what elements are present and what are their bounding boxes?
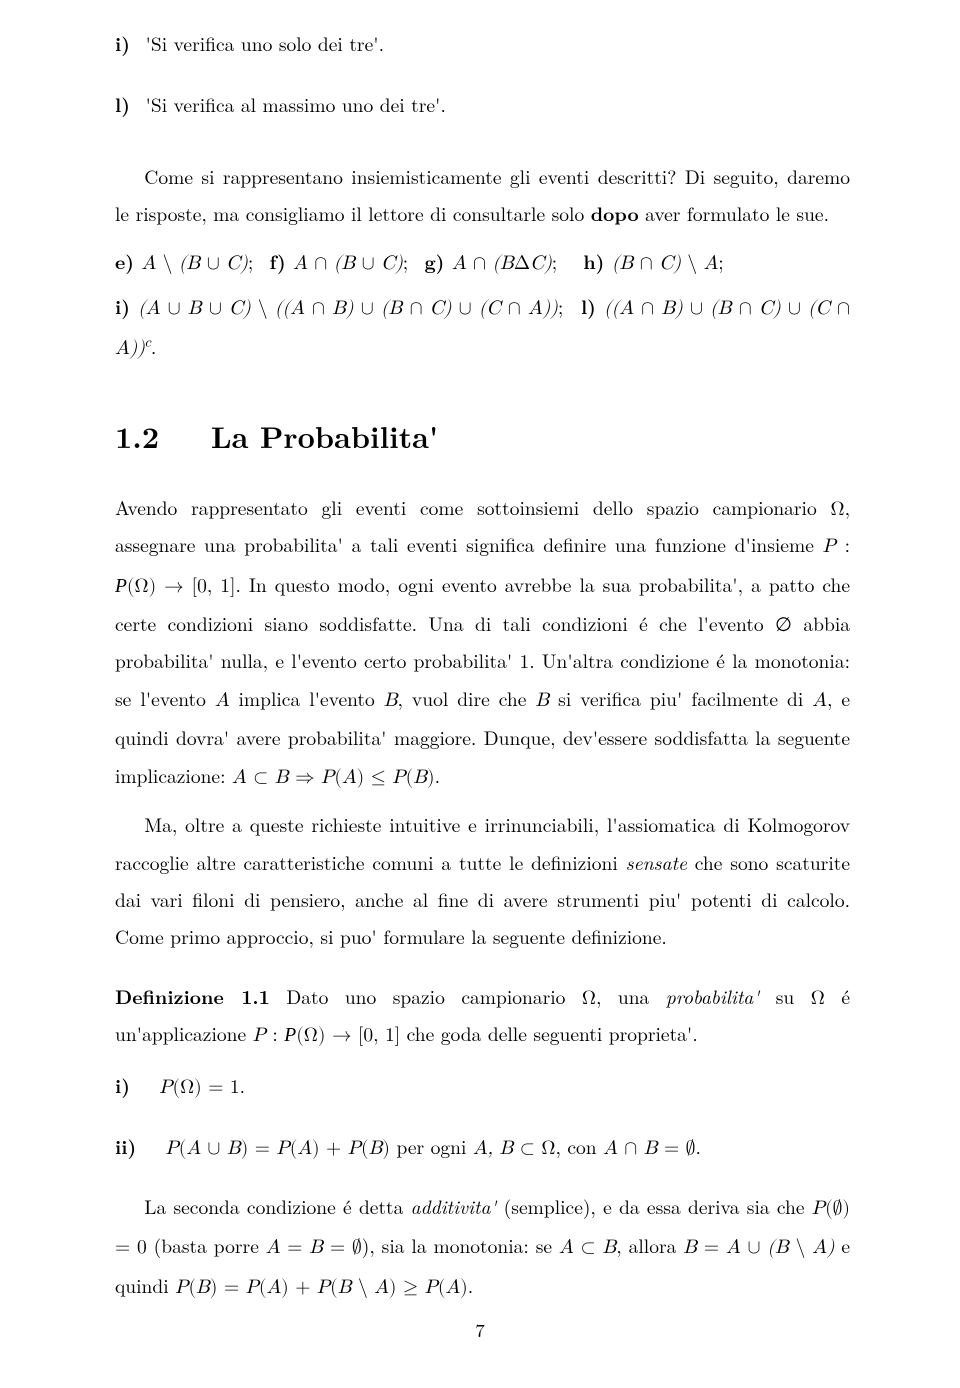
- closing-e: , allora: [616, 1231, 683, 1259]
- solution-line-2: i) (A ∪ B ∪ C) \ ((A ∩ B) ∪ (B ∩ C) ∪ (C…: [115, 288, 850, 367]
- def-math: P : P(Ω) → [0, 1]: [253, 1025, 401, 1045]
- closing-math2: A = B = ∅: [266, 1237, 362, 1257]
- body1a: Avendo rappresentato gli eventi come sot…: [115, 493, 850, 558]
- property-i: i) P(Ω) = 1.: [115, 1067, 850, 1106]
- body-paragraph-1: Avendo rappresentato gli eventi come sot…: [115, 489, 850, 797]
- intro-paragraph: Come si rappresentano insiemisticamente …: [115, 158, 850, 233]
- sol-i-math: (A ∪ B ∪ C) \ ((A ∩ B) ∪ (B ∩ C) ∪ (C ∩ …: [138, 298, 558, 318]
- prop-ii-tail: per ogni: [390, 1132, 473, 1160]
- prop-ii-tail2: , con: [555, 1132, 603, 1160]
- closing-emph: additivita': [411, 1192, 497, 1220]
- math-A1: A: [215, 690, 230, 710]
- sol-l-label: l): [581, 292, 604, 320]
- prop-i-math: P(Ω) = 1: [159, 1077, 239, 1097]
- solution-line-1: e) A \ (B ∪ C); f) A ∩ (B ∪ C); g) A ∩ (…: [115, 243, 850, 282]
- sol-g-math: A ∩ (BΔC): [452, 253, 552, 273]
- list-item-i: i) 'Si verifica uno solo dei tre'.: [115, 25, 850, 62]
- section-title: La Probabilita': [211, 414, 439, 457]
- closing-math5: P(B) = P(A) + P(B \ A) ≥ P(A): [175, 1277, 468, 1297]
- math-B1: B: [384, 690, 398, 710]
- closing-math3: A ⊂ B: [559, 1237, 616, 1257]
- property-ii: ii) P(A ∪ B) = P(A) + P(B) per ogni A, B…: [115, 1128, 850, 1167]
- sol-h-math: (B ∩ C) \ A: [612, 253, 718, 273]
- sol-h-label: h): [583, 247, 612, 275]
- def-text-c: che goda delle seguenti proprieta'.: [400, 1019, 698, 1047]
- def-emph: probabilita': [666, 982, 759, 1010]
- list-text-l: 'Si verifica al massimo uno dei tre'.: [146, 90, 446, 118]
- closing-a: La seconda condizione é detta: [144, 1192, 410, 1220]
- body1d: , vuol dire che: [398, 684, 536, 712]
- intro-text-b: aver formulato le sue.: [639, 199, 829, 227]
- sol-i-label: i): [115, 292, 138, 320]
- page-number: 7: [0, 1312, 960, 1348]
- def-label: Definizione 1.1: [115, 982, 270, 1010]
- list-label-l: l): [115, 86, 139, 123]
- def-text-a: Dato uno spazio campionario Ω, una: [270, 982, 666, 1010]
- closing-paragraph: La seconda condizione é detta additivita…: [115, 1188, 850, 1306]
- closing-d: ), sia la monotonia: se: [362, 1231, 559, 1259]
- list-label-i: i): [115, 25, 139, 62]
- sol-f-label: f): [270, 247, 294, 275]
- property-list: i) P(Ω) = 1. ii) P(A ∪ B) = P(A) + P(B) …: [115, 1067, 850, 1168]
- body2-emph: sensate: [626, 848, 687, 876]
- math-A2: A: [812, 690, 827, 710]
- sol-f-math: A ∩ (B ∪ C): [293, 253, 403, 273]
- sol-e-math: A \ (B ∪ C): [141, 253, 247, 273]
- closing-b: (semplice), e da essa deriva sia che: [496, 1192, 811, 1220]
- prop-ii-math2: A, B ⊂ Ω: [473, 1138, 556, 1158]
- body-paragraph-2: Ma, oltre a queste richieste intuitive e…: [115, 806, 850, 956]
- closing-math4: B = A ∪ (B \ A): [683, 1237, 834, 1257]
- body1e: si verifica piu' facilmente di: [549, 684, 812, 712]
- body1c: implica l'evento: [229, 684, 383, 712]
- section-number: 1.2: [115, 414, 159, 457]
- closing-c: (basta porre: [147, 1231, 266, 1259]
- prop-ii-math3: A ∩ B = ∅: [603, 1138, 695, 1158]
- list-text-i: 'Si verifica uno solo dei tre'.: [146, 29, 385, 57]
- prop-ii-math: P(A ∪ B) = P(A) + P(B): [165, 1138, 390, 1158]
- prop-ii-label: ii): [115, 1132, 136, 1160]
- prop-i-label: i): [115, 1071, 130, 1099]
- math-impl: A ⊂ B ⇒ P(A) ≤ P(B): [232, 767, 435, 787]
- intro-bold: dopo: [591, 199, 639, 227]
- section-heading: 1.2 La Probabilita': [115, 407, 850, 465]
- page: i) 'Si verifica uno solo dei tre'. l) 'S…: [0, 0, 960, 1388]
- sol-e-label: e): [115, 247, 141, 275]
- sol-g-label: g): [424, 247, 451, 275]
- definition-block: Definizione 1.1 Dato uno spazio campiona…: [115, 978, 850, 1055]
- math-B2: B: [535, 690, 549, 710]
- list-item-l: l) 'Si verifica al massimo uno dei tre'.: [115, 86, 850, 123]
